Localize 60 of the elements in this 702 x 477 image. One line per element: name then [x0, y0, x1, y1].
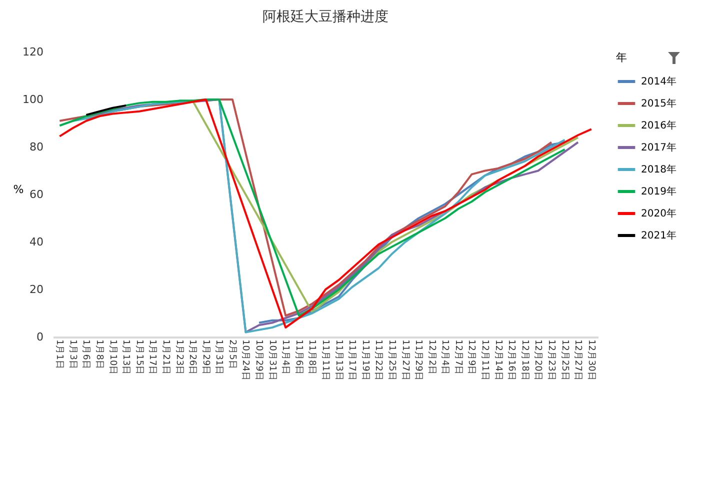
y-tick-label: 120 [22, 46, 44, 58]
x-tick-label: 10月24日 [240, 340, 250, 380]
y-tick-label: 0 [36, 330, 44, 344]
x-tick-label: 12月18日 [519, 340, 530, 380]
x-tick-label: 11月11日 [320, 340, 330, 380]
y-axis-title: % [13, 183, 24, 196]
y-tick-label: 20 [30, 283, 44, 296]
x-tick-label: 11月27日 [400, 340, 410, 380]
x-tick-label: 10月29日 [254, 340, 264, 380]
x-tick-label: 1月29日 [200, 340, 210, 375]
line-series [85, 104, 128, 116]
legend-label: 2017年 [641, 142, 676, 154]
x-tick-label: 11月4日 [280, 340, 290, 375]
x-tick-label: 11月17日 [346, 340, 357, 380]
x-tick-label: 12月30日 [586, 340, 596, 380]
x-tick-label: 12月27日 [572, 340, 583, 380]
chart-title: 阿根廷大豆播种进度 [262, 9, 388, 25]
legend-label: 2018年 [641, 164, 676, 176]
x-tick-label: 1月17日 [147, 340, 158, 375]
x-tick-label: 12月7日 [452, 340, 463, 375]
x-tick-label: 1月15日 [134, 340, 144, 375]
x-tick-label: 11月22日 [373, 340, 384, 380]
x-tick-label: 1月23日 [174, 340, 184, 375]
x-tick-label: 1月21日 [160, 340, 170, 375]
x-tick-label: 12月23日 [546, 340, 556, 380]
x-tick-label: 11月19日 [360, 340, 370, 380]
y-tick-label: 40 [30, 236, 44, 248]
x-tick-label: 1月13日 [120, 340, 131, 375]
x-tick-label: 12月20日 [532, 340, 543, 380]
x-tick-label: 1月8日 [94, 340, 104, 369]
x-tick-label: 12月11日 [480, 340, 490, 380]
legend-label: 2020年 [641, 208, 676, 220]
y-tick-label: 80 [30, 140, 44, 154]
x-tick-label: 11月8日 [306, 340, 317, 375]
x-tick-label: 1月6日 [80, 340, 91, 369]
legend-label: 2019年 [641, 186, 676, 198]
x-tick-label: 11月29日 [413, 340, 424, 380]
y-tick-label: 100 [22, 93, 44, 106]
x-tick-label: 1月31日 [214, 340, 224, 375]
legend-label: 2016年 [641, 120, 676, 132]
x-tick-label: 12月4日 [440, 340, 450, 375]
legend-label: 2021年 [641, 230, 676, 242]
x-tick-label: 12月9日 [466, 340, 476, 375]
legend-label: 2015年 [641, 98, 676, 110]
legend-label: 2014年 [641, 76, 676, 88]
legend-title: 年 [616, 51, 627, 64]
x-tick-label: 11月25日 [386, 340, 396, 380]
x-tick-label: 11月6日 [293, 340, 304, 375]
x-tick-label: 12月2日 [426, 340, 436, 375]
x-tick-label: 1月26日 [187, 340, 198, 375]
x-tick-label: 1月1日 [54, 340, 64, 369]
x-tick-label: 11月13日 [333, 340, 344, 380]
x-tick-label: 12月16日 [506, 340, 516, 380]
x-tick-label: 2月5日 [226, 340, 237, 369]
x-tick-label: 12月14日 [492, 340, 503, 380]
x-tick-label: 1月10日 [107, 340, 118, 375]
x-tick-label: 1月3日 [67, 340, 78, 369]
y-tick-label: 60 [30, 188, 44, 201]
x-tick-label: 10月31日 [266, 340, 277, 380]
x-tick-label: 12月25日 [559, 340, 570, 380]
